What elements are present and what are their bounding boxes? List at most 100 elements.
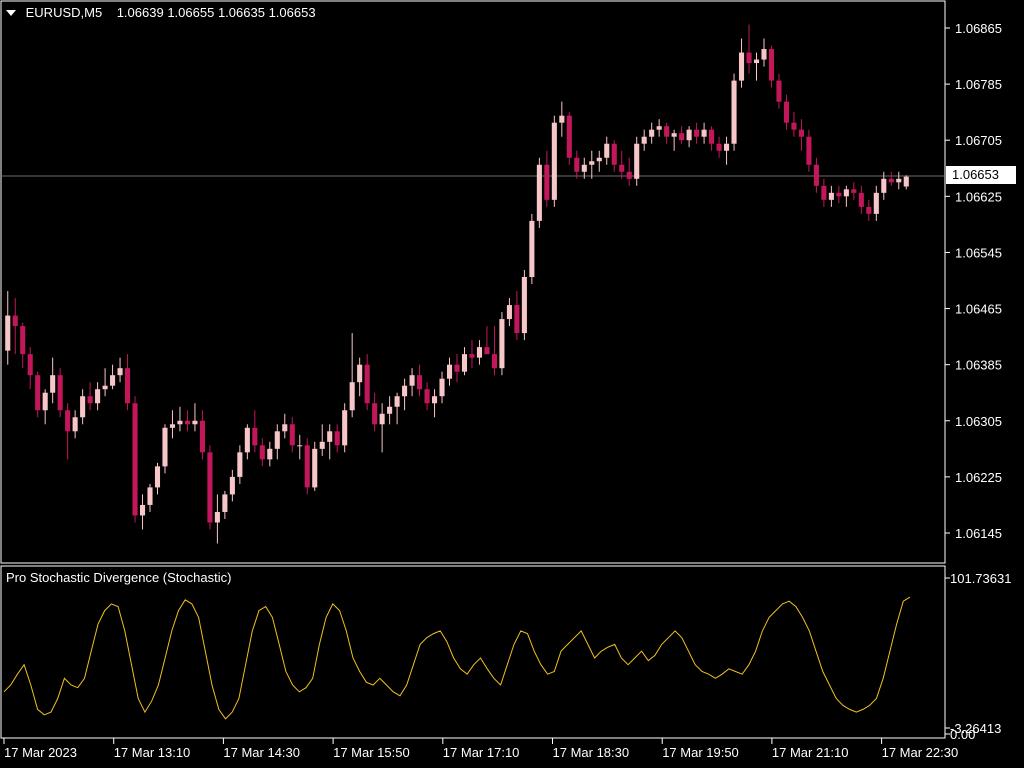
candle: [783, 94, 789, 130]
candle-body: [312, 448, 318, 488]
candle-body: [259, 445, 265, 460]
candle: [821, 178, 827, 207]
candle: [581, 157, 587, 179]
dropdown-triangle-icon[interactable]: [6, 9, 16, 16]
candle: [574, 150, 580, 179]
candle-body: [110, 375, 116, 386]
candle: [858, 185, 864, 214]
candle-body: [843, 189, 849, 197]
candle: [506, 298, 512, 327]
symbol-header[interactable]: EURUSD,M5 1.06639 1.06655 1.06635 1.0665…: [6, 5, 316, 20]
candle: [888, 171, 894, 186]
price-tick-label: 1.06705: [955, 133, 1002, 148]
candle-body: [117, 368, 123, 376]
candle: [461, 347, 468, 376]
high-value: 1.06655: [167, 5, 215, 20]
candle-body: [192, 420, 198, 425]
candle-body: [417, 375, 423, 390]
candle-body: [20, 326, 26, 355]
time-tick-label: 17 Mar 2023: [4, 745, 77, 760]
candle: [514, 291, 520, 341]
candle: [709, 126, 715, 151]
candle-body: [626, 171, 632, 179]
time-tick-label: 17 Mar 19:50: [662, 745, 739, 760]
candle: [724, 136, 730, 165]
candle-body: [731, 80, 737, 144]
candle: [731, 73, 737, 151]
candle: [57, 368, 63, 418]
candle: [873, 185, 879, 221]
candle: [521, 269, 527, 341]
candle: [634, 136, 640, 186]
candle-body: [65, 410, 71, 432]
candle-body: [484, 347, 490, 355]
candle-body: [746, 52, 752, 64]
candle-body: [454, 364, 460, 372]
candle-body: [207, 452, 213, 523]
candle: [566, 112, 572, 165]
candle-body: [87, 396, 93, 404]
candle-body: [806, 136, 812, 165]
candle: [312, 441, 318, 491]
time-tick-label: 17 Mar 15:50: [333, 745, 410, 760]
candle: [701, 122, 707, 144]
candle-body: [42, 392, 48, 411]
candle-body: [199, 420, 205, 453]
candle-body: [214, 511, 220, 523]
candle-body: [851, 189, 857, 193]
candle: [237, 445, 243, 484]
candle-body: [446, 364, 453, 379]
candle: [768, 45, 775, 88]
candle-body: [604, 143, 610, 158]
candle-body: [132, 403, 138, 516]
candle-body: [27, 354, 33, 376]
candle: [394, 392, 400, 425]
candle: [162, 424, 168, 474]
open-value: 1.06639: [116, 5, 164, 20]
candle: [896, 171, 902, 190]
candle-body: [154, 466, 161, 488]
candle-body: [559, 115, 565, 123]
candle: [387, 396, 393, 425]
candle: [244, 424, 250, 460]
candle: [5, 291, 11, 365]
candle: [199, 410, 205, 460]
candle-body: [738, 52, 745, 81]
price-tick-label: 1.06385: [955, 358, 1002, 373]
candle-body: [521, 276, 527, 334]
candle: [409, 368, 415, 397]
candle: [12, 298, 18, 355]
time-tick-label: 17 Mar 14:30: [223, 745, 300, 760]
candle: [596, 150, 602, 172]
candle-body: [724, 143, 730, 151]
candle-body: [791, 122, 797, 130]
candle-body: [469, 354, 475, 358]
stochastic-line: [3, 596, 911, 720]
candle: [836, 185, 842, 204]
price-tick-label: 1.06865: [955, 21, 1002, 36]
main-panel-frame: [0, 0, 946, 564]
candle: [184, 410, 190, 432]
candle: [611, 140, 617, 172]
price-tick-label: 1.06785: [955, 77, 1002, 92]
candle-body: [409, 375, 415, 386]
candle-body: [529, 220, 535, 277]
candle-body: [102, 385, 108, 390]
candle-body: [5, 315, 11, 351]
time-tick-label: 17 Mar 13:10: [114, 745, 191, 760]
candle: [694, 122, 700, 144]
candle: [327, 424, 333, 460]
candle: [147, 483, 153, 512]
indicator-min-label: -3.26413: [950, 721, 1001, 736]
candle: [791, 112, 797, 137]
candle: [27, 347, 33, 390]
candle: [50, 357, 56, 404]
candle-body: [798, 129, 804, 137]
candle-body: [873, 192, 879, 214]
candle-body: [656, 126, 662, 130]
candle-body: [701, 129, 707, 137]
candle: [379, 403, 385, 453]
candle-body: [394, 396, 400, 407]
candle-body: [866, 206, 872, 214]
